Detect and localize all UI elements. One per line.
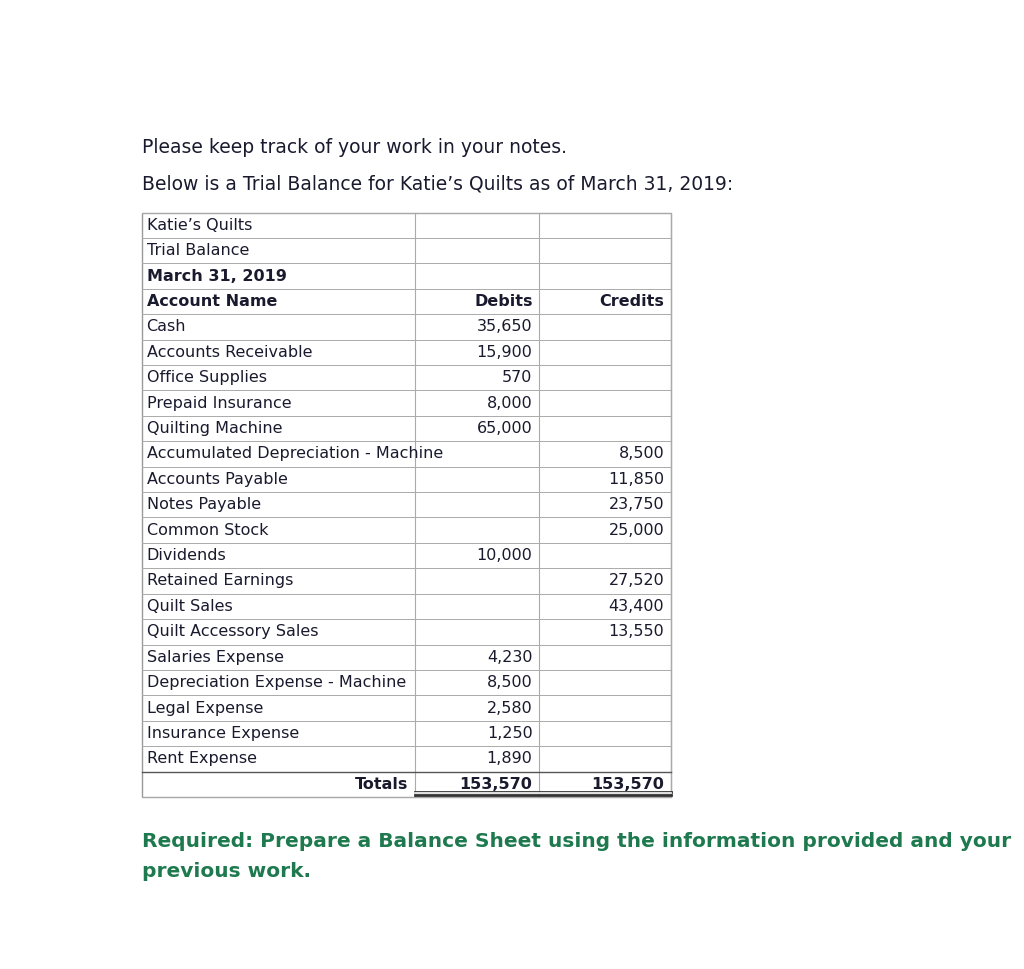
- Text: 8,000: 8,000: [486, 395, 532, 411]
- Text: 15,900: 15,900: [477, 345, 532, 359]
- Text: Cash: Cash: [146, 320, 186, 334]
- Text: March 31, 2019: March 31, 2019: [146, 268, 287, 284]
- Text: 1,890: 1,890: [486, 751, 532, 766]
- Text: 43,400: 43,400: [608, 599, 665, 614]
- Text: 153,570: 153,570: [460, 777, 532, 792]
- Text: 11,850: 11,850: [608, 472, 665, 486]
- Text: Quilting Machine: Quilting Machine: [146, 421, 282, 436]
- Text: 65,000: 65,000: [477, 421, 532, 436]
- Text: Accounts Receivable: Accounts Receivable: [146, 345, 312, 359]
- Text: 23,750: 23,750: [608, 497, 665, 513]
- Text: Quilt Sales: Quilt Sales: [146, 599, 232, 614]
- Text: Office Supplies: Office Supplies: [146, 370, 266, 386]
- Text: 27,520: 27,520: [608, 574, 665, 588]
- Text: 1,250: 1,250: [486, 726, 532, 741]
- Text: 8,500: 8,500: [618, 447, 665, 461]
- Text: 570: 570: [502, 370, 532, 386]
- Text: Common Stock: Common Stock: [146, 522, 268, 538]
- Text: Account Name: Account Name: [146, 294, 276, 309]
- Text: Katie’s Quilts: Katie’s Quilts: [146, 218, 252, 233]
- Text: Depreciation Expense - Machine: Depreciation Expense - Machine: [146, 675, 406, 690]
- Text: Credits: Credits: [599, 294, 665, 309]
- Text: 10,000: 10,000: [477, 548, 532, 563]
- Text: previous work.: previous work.: [142, 862, 311, 882]
- Text: 25,000: 25,000: [608, 522, 665, 538]
- Text: Required: Prepare a Balance Sheet using the information provided and your: Required: Prepare a Balance Sheet using …: [142, 831, 1011, 851]
- Text: 2,580: 2,580: [486, 701, 532, 715]
- Text: Below is a Trial Balance for Katie’s Quilts as of March 31, 2019:: Below is a Trial Balance for Katie’s Qui…: [142, 174, 733, 193]
- Text: Accumulated Depreciation - Machine: Accumulated Depreciation - Machine: [146, 447, 442, 461]
- Text: 35,650: 35,650: [477, 320, 532, 334]
- Text: Dividends: Dividends: [146, 548, 226, 563]
- Text: Totals: Totals: [355, 777, 409, 792]
- Text: Trial Balance: Trial Balance: [146, 243, 249, 258]
- Text: Debits: Debits: [474, 294, 532, 309]
- Text: Insurance Expense: Insurance Expense: [146, 726, 299, 741]
- Text: Prepaid Insurance: Prepaid Insurance: [146, 395, 291, 411]
- Text: Accounts Payable: Accounts Payable: [146, 472, 288, 486]
- Text: Rent Expense: Rent Expense: [146, 751, 257, 766]
- Bar: [142, 212, 671, 797]
- Text: Please keep track of your work in your notes.: Please keep track of your work in your n…: [142, 138, 567, 157]
- Text: 8,500: 8,500: [486, 675, 532, 690]
- Text: Legal Expense: Legal Expense: [146, 701, 263, 715]
- Text: 13,550: 13,550: [608, 624, 665, 640]
- Text: Quilt Accessory Sales: Quilt Accessory Sales: [146, 624, 318, 640]
- Text: 4,230: 4,230: [487, 649, 532, 665]
- Text: 153,570: 153,570: [592, 777, 665, 792]
- Text: Retained Earnings: Retained Earnings: [146, 574, 293, 588]
- Text: Notes Payable: Notes Payable: [146, 497, 261, 513]
- Text: Salaries Expense: Salaries Expense: [146, 649, 284, 665]
